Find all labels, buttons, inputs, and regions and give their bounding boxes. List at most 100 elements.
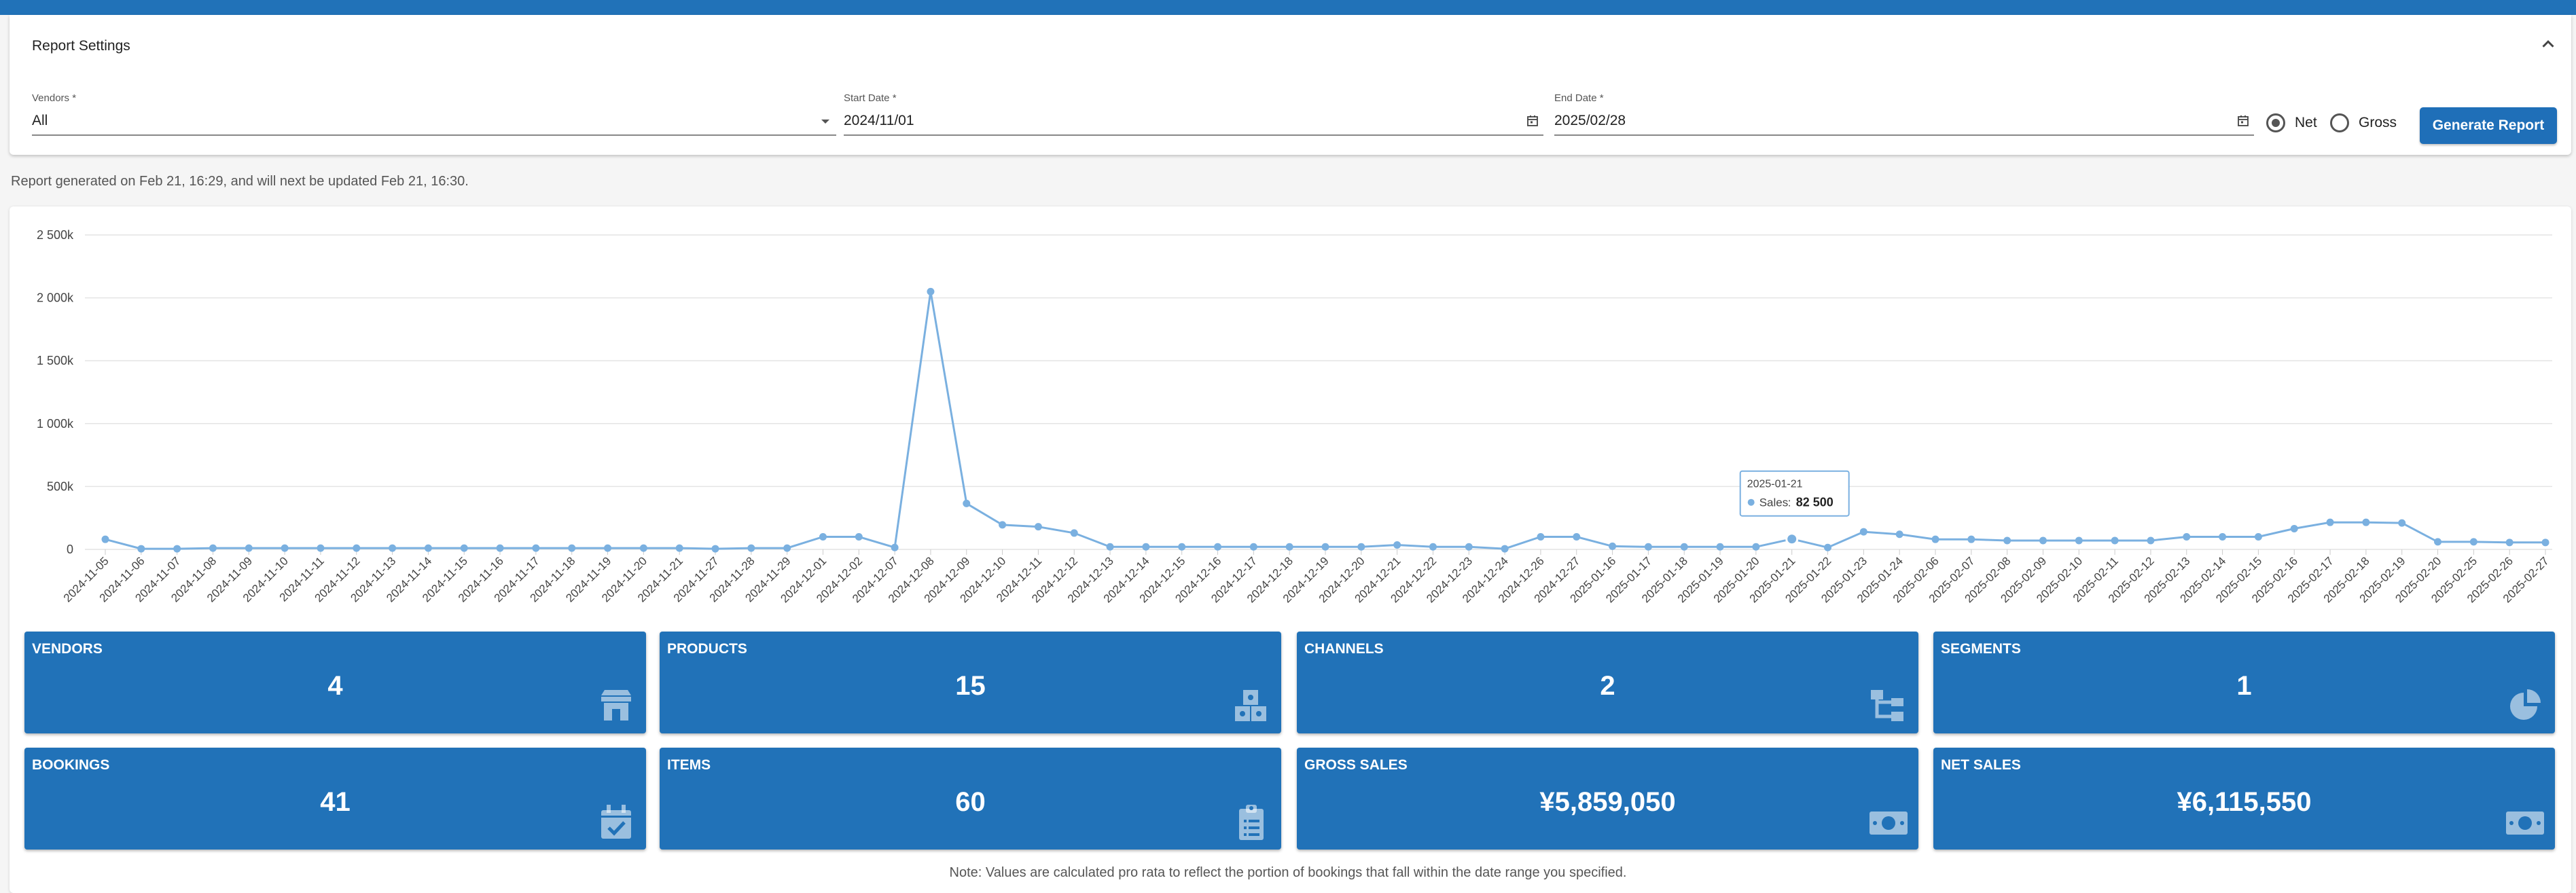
- sales-point[interactable]: [2039, 536, 2047, 545]
- sales-point[interactable]: [2075, 536, 2083, 545]
- sales-point[interactable]: [173, 545, 181, 553]
- sales-point[interactable]: [496, 544, 504, 552]
- sales-point[interactable]: [711, 545, 719, 553]
- sales-point[interactable]: [1465, 543, 1473, 551]
- net-sales-tile: Net Sales ¥6,115,550: [1933, 748, 2555, 850]
- start-date-label: Start Date *: [844, 92, 897, 104]
- dropdown-arrow-icon[interactable]: [817, 113, 834, 129]
- sales-point[interactable]: [1321, 543, 1329, 551]
- sales-point[interactable]: [532, 544, 540, 552]
- vendors-value: All: [32, 113, 48, 128]
- sales-point[interactable]: [460, 544, 468, 552]
- sales-point[interactable]: [1106, 543, 1114, 551]
- gross-radio-circle[interactable]: [2330, 113, 2349, 132]
- sales-point[interactable]: [2147, 536, 2155, 545]
- sales-point[interactable]: [1716, 543, 1724, 551]
- sales-point[interactable]: [819, 532, 827, 541]
- items-value: 60: [955, 787, 986, 817]
- net-radio[interactable]: Net: [2266, 113, 2317, 133]
- items-label: Items: [667, 757, 711, 773]
- chevron-up-icon[interactable]: [2538, 34, 2558, 54]
- channels-value: 2: [1600, 671, 1615, 701]
- sales-point[interactable]: [639, 544, 647, 552]
- sales-point[interactable]: [2398, 519, 2406, 527]
- calendar-icon[interactable]: [2235, 113, 2251, 129]
- sales-point[interactable]: [2541, 539, 2550, 547]
- vendors-select[interactable]: Vendors * All: [32, 76, 836, 136]
- report-settings-panel: Report Settings Vendors * All Start Date…: [10, 15, 2571, 155]
- sales-point[interactable]: [891, 543, 899, 551]
- sales-point[interactable]: [1034, 523, 1042, 531]
- sales-series-line: [105, 291, 2545, 550]
- sales-point[interactable]: [783, 544, 791, 552]
- sales-point[interactable]: [2111, 536, 2119, 545]
- sales-point[interactable]: [101, 535, 109, 543]
- calendar-icon[interactable]: [1524, 113, 1541, 129]
- tooltip-date: 2025-01-21: [1747, 479, 1803, 490]
- sales-point[interactable]: [675, 544, 683, 552]
- money-bill-icon: [2506, 812, 2544, 835]
- sales-point[interactable]: [281, 544, 289, 552]
- sales-point[interactable]: [927, 287, 935, 295]
- sales-point[interactable]: [353, 544, 361, 552]
- end-date-field[interactable]: End Date * 2025/02/28: [1554, 76, 2254, 136]
- store-icon: [601, 690, 631, 721]
- sales-point[interactable]: [1501, 545, 1509, 553]
- sales-point[interactable]: [1142, 543, 1150, 551]
- sales-point[interactable]: [389, 544, 397, 552]
- sales-point[interactable]: [1357, 543, 1365, 551]
- sales-point[interactable]: [1752, 543, 1760, 551]
- sales-point[interactable]: [1609, 542, 1617, 550]
- pie-chart-icon: [2510, 689, 2541, 720]
- sales-point[interactable]: [2326, 518, 2334, 526]
- sales-point[interactable]: [137, 545, 145, 553]
- start-date-field[interactable]: Start Date * 2024/11/01: [844, 76, 1543, 136]
- sales-point[interactable]: [424, 544, 432, 552]
- sales-point[interactable]: [209, 544, 217, 552]
- sales-point[interactable]: [317, 544, 325, 552]
- sales-point-hovered[interactable]: [1785, 532, 1799, 546]
- sales-point[interactable]: [2003, 536, 2011, 545]
- sales-point[interactable]: [1967, 535, 1975, 543]
- sales-point[interactable]: [1429, 543, 1437, 551]
- tooltip-value: 82 500: [1796, 496, 1833, 509]
- sales-point[interactable]: [963, 499, 971, 507]
- sales-point[interactable]: [2219, 532, 2227, 541]
- sales-point[interactable]: [1178, 543, 1186, 551]
- end-date-value: 2025/02/28: [1554, 113, 1626, 128]
- sales-point[interactable]: [855, 532, 863, 541]
- sales-point[interactable]: [2469, 538, 2477, 546]
- sales-point[interactable]: [1895, 530, 1903, 539]
- gross-radio[interactable]: Gross: [2330, 113, 2397, 133]
- sales-point[interactable]: [1249, 543, 1257, 551]
- sales-point[interactable]: [1070, 529, 1078, 537]
- sales-point[interactable]: [1285, 543, 1293, 551]
- sales-point[interactable]: [604, 544, 612, 552]
- gross-sales-tile: Gross Sales ¥5,859,050: [1297, 748, 1918, 850]
- sales-point[interactable]: [1824, 543, 1832, 551]
- sales-point[interactable]: [1680, 543, 1688, 551]
- sales-point[interactable]: [2362, 518, 2370, 526]
- sales-point[interactable]: [1214, 543, 1222, 551]
- sales-point[interactable]: [1931, 535, 1939, 543]
- sales-point[interactable]: [568, 544, 576, 552]
- sales-point[interactable]: [2290, 524, 2298, 532]
- sales-point[interactable]: [2254, 532, 2262, 541]
- sales-point[interactable]: [1859, 528, 1867, 536]
- sales-point[interactable]: [1573, 532, 1581, 541]
- sales-point[interactable]: [999, 521, 1007, 529]
- products-value: 15: [955, 671, 986, 701]
- sales-point[interactable]: [1393, 541, 1401, 549]
- sales-point[interactable]: [245, 544, 253, 552]
- generate-report-button[interactable]: Generate Report: [2420, 107, 2557, 144]
- top-app-bar: [0, 0, 2576, 15]
- sales-point[interactable]: [1644, 543, 1652, 551]
- end-date-underline: [1554, 134, 2254, 136]
- sales-point[interactable]: [1537, 532, 1545, 541]
- gross-sales-value: ¥5,859,050: [1539, 787, 1676, 817]
- sales-point[interactable]: [2434, 538, 2442, 546]
- sales-point[interactable]: [2505, 539, 2514, 547]
- sales-point[interactable]: [747, 544, 755, 552]
- sales-point[interactable]: [2183, 532, 2191, 541]
- net-radio-circle[interactable]: [2266, 113, 2285, 132]
